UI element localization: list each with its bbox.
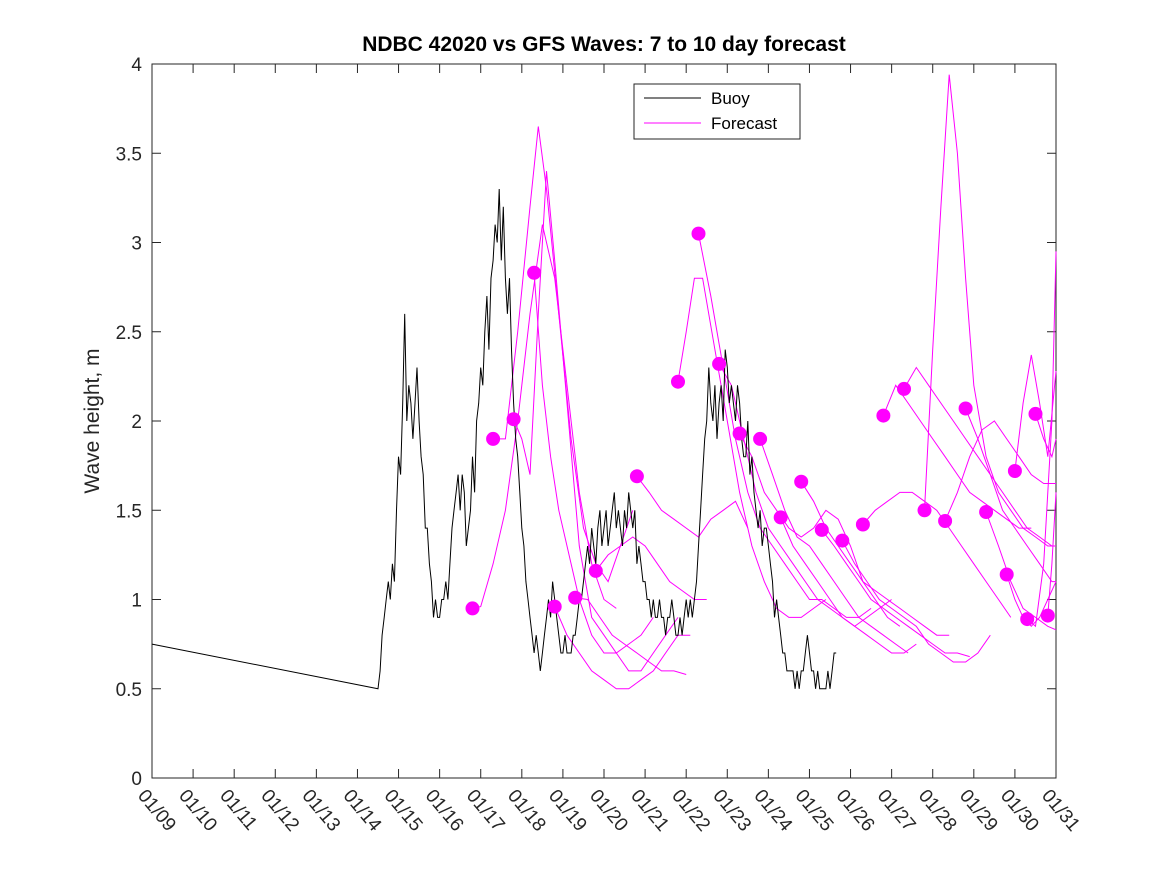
y-tick-label: 1.5 [116, 501, 142, 522]
x-tick-label: 01/10 [174, 786, 221, 836]
x-tick-label: 01/14 [339, 786, 386, 836]
y-tick-label: 3 [131, 234, 142, 255]
forecast-start-point [1007, 464, 1022, 478]
forecast-start-point [897, 381, 911, 396]
forecast-series-line [493, 126, 634, 583]
x-tick-label: 01/27 [873, 786, 920, 836]
forecast-series-line [944, 420, 1056, 522]
forecast-start-point [938, 514, 953, 528]
forecast-start-point [506, 412, 521, 427]
forecast-start-point [999, 567, 1014, 582]
x-tick-label: 01/09 [133, 786, 180, 836]
x-tick-label: 01/25 [791, 786, 838, 836]
x-tick-label: 01/20 [585, 786, 632, 836]
forecast-series-line [554, 606, 691, 690]
forecast-series-line [739, 433, 901, 627]
x-tick-label: 01/23 [708, 786, 755, 836]
forecast-start-point [814, 522, 829, 537]
plot-area: 01/0901/1001/1101/1201/1301/1401/1501/16… [116, 55, 1084, 836]
x-tick-label: 01/19 [544, 786, 591, 836]
forecast-start-point [486, 431, 501, 446]
forecast-series-line [698, 233, 872, 618]
forecast-start-point [855, 517, 870, 532]
forecast-start-point [979, 505, 994, 519]
forecast-series-line [821, 529, 970, 658]
forecast-series-line [595, 536, 707, 600]
forecast-start-point [568, 590, 583, 605]
y-tick-label: 4 [131, 55, 142, 76]
forecast-start-point [1040, 608, 1055, 623]
forecast-start-point [917, 503, 932, 518]
forecast-series-line [1026, 251, 1057, 628]
forecast-series-line [882, 384, 1032, 529]
forecast-series-line [985, 511, 1057, 631]
y-tick-label: 2 [131, 412, 142, 433]
x-tick-label: 01/12 [256, 786, 303, 836]
forecast-start-point [712, 356, 727, 371]
forecast-start-point [773, 510, 788, 525]
legend-buoy-label: Buoy [711, 89, 750, 108]
forecast-start-point [732, 426, 747, 441]
x-tick-label: 01/11 [215, 786, 261, 835]
forecast-series-line [862, 491, 1012, 618]
forecast-series-line [780, 517, 917, 654]
forecast-series-line [903, 366, 1053, 547]
legend-forecast-label: Forecast [711, 114, 777, 133]
x-tick-label: 01/13 [298, 786, 345, 836]
forecast-start-point [753, 431, 768, 446]
forecast-start-point [835, 533, 850, 548]
x-tick-label: 01/22 [667, 786, 714, 836]
forecast-start-point [629, 469, 644, 484]
forecast-series-line [924, 74, 1056, 547]
y-tick-label: 0 [131, 769, 142, 790]
chart-title: NDBC 42020 vs GFS Waves: 7 to 10 day for… [362, 33, 846, 56]
x-tick-label: 01/21 [626, 786, 673, 836]
forecast-start-point [588, 563, 603, 578]
forecast-series-line [965, 408, 1056, 583]
x-tick-label: 01/24 [750, 786, 797, 836]
y-tick-label: 3.5 [116, 144, 142, 165]
legend: Buoy Forecast [633, 83, 801, 140]
x-tick-label: 01/30 [996, 786, 1043, 836]
forecast-series-line [841, 540, 991, 663]
x-tick-label: 01/29 [955, 786, 1002, 836]
x-tick-label: 01/31 [1037, 786, 1084, 836]
x-tick-label: 01/28 [914, 786, 961, 836]
forecast-start-point [691, 226, 706, 241]
y-tick-label: 2.5 [116, 323, 142, 344]
forecast-series-line [1035, 413, 1057, 459]
forecast-series-line [759, 438, 909, 654]
y-tick-label: 1 [131, 591, 142, 612]
forecast-series-line [677, 277, 827, 618]
forecast-start-point [1028, 406, 1043, 421]
x-tick-label: 01/16 [421, 786, 468, 836]
forecast-series-line [1014, 354, 1057, 472]
forecast-start-point [958, 401, 973, 416]
forecast-start-point [465, 601, 480, 616]
forecast-series-line [575, 597, 687, 675]
x-tick-label: 01/15 [380, 786, 427, 836]
x-tick-label: 01/18 [503, 786, 550, 836]
buoy-series-line [151, 188, 837, 690]
forecast-series-line [472, 224, 617, 609]
forecast-start-point [671, 374, 685, 389]
x-tick-label: 01/26 [832, 786, 879, 836]
forecast-series-line [1047, 492, 1057, 616]
forecast-series-line [1006, 574, 1057, 628]
forecast-start-point [547, 599, 562, 614]
forecast-series-line [636, 475, 749, 538]
forecast-start-point [1020, 612, 1035, 627]
forecast-start-point [794, 474, 809, 489]
x-tick-label: 01/17 [462, 786, 509, 836]
forecast-start-point [876, 408, 891, 423]
forecast-start-point [527, 265, 542, 280]
forecast-series-line [533, 272, 679, 672]
y-axis-label: Wave height, m [81, 348, 104, 493]
legend-box [633, 83, 801, 140]
axes-box [151, 63, 1057, 779]
y-tick-label: 0.5 [116, 680, 142, 701]
